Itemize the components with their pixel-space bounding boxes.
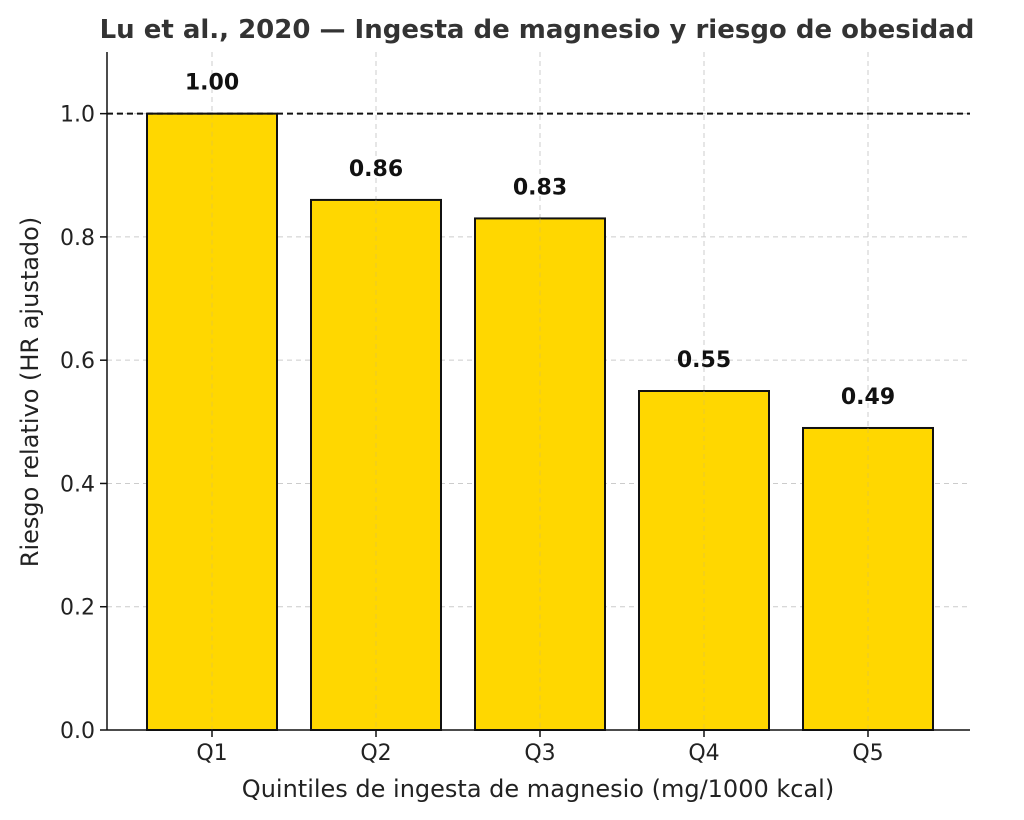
y-tick-label: 0.6	[60, 349, 95, 374]
tick-labels-layer: 0.0 0.2 0.4 0.6 0.8 1.0 Q1 Q2 Q3 Q4 Q5	[60, 103, 884, 766]
data-label-q1: 1.00	[185, 71, 239, 96]
x-tick-label: Q4	[688, 741, 719, 766]
x-tick-label: Q3	[524, 741, 555, 766]
data-label-q3: 0.83	[513, 175, 567, 200]
x-axis-label: Quintiles de ingesta de magnesio (mg/100…	[242, 775, 834, 803]
x-tick-label: Q5	[852, 741, 883, 766]
data-label-q4: 0.55	[677, 348, 731, 373]
data-label-q2: 0.86	[349, 157, 403, 182]
data-label-q5: 0.49	[841, 385, 895, 410]
bars-layer	[146, 112, 934, 732]
y-tick-label: 0.2	[60, 596, 95, 621]
axes-layer	[100, 52, 970, 737]
y-tick-label: 0.0	[60, 719, 95, 744]
chart-title: Lu et al., 2020 — Ingesta de magnesio y …	[100, 15, 975, 45]
y-tick-label: 0.4	[60, 472, 95, 497]
y-tick-label: 1.0	[60, 103, 95, 128]
y-axis-label: Riesgo relativo (HR ajustado)	[16, 217, 44, 567]
x-tick-label: Q1	[196, 741, 227, 766]
data-labels-layer: 1.00 0.86 0.83 0.55 0.49	[185, 71, 895, 410]
x-tick-label: Q2	[360, 741, 391, 766]
y-tick-label: 0.8	[60, 226, 95, 251]
